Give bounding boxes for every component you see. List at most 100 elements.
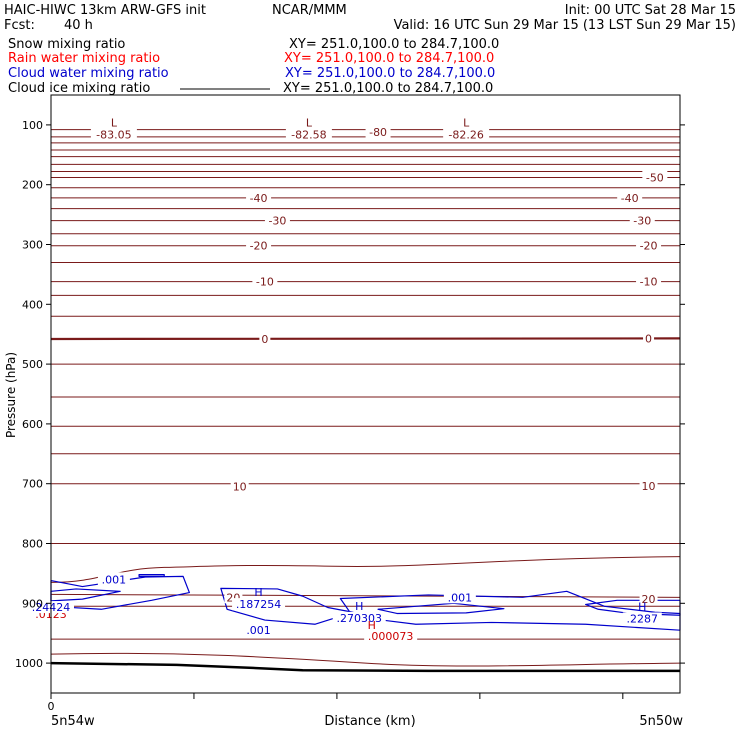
isotherm-line: [50, 170, 681, 173]
y-tick-label: 300: [22, 239, 43, 252]
y-tick-label: 1000: [15, 657, 43, 670]
y-tick-label: 500: [22, 358, 43, 371]
extremum-value: -82.58: [291, 129, 326, 142]
extremum-value-bg: [332, 611, 386, 624]
contour-label-bg: [242, 623, 275, 637]
x-tick-label: 0: [48, 700, 55, 713]
isotherm--40: [50, 197, 681, 199]
isotherm-line: [50, 149, 681, 151]
contour-label: .000073: [368, 630, 414, 643]
extremum-mark: H: [638, 600, 646, 613]
isotherm-line: [50, 163, 681, 166]
contour-label: -40: [250, 192, 268, 205]
field-name-snow: Snow mixing ratio: [8, 37, 125, 52]
contour-label-bg: [443, 590, 476, 604]
extremum-value: .270303: [336, 612, 382, 625]
contour-label: .001: [448, 591, 473, 604]
contour-label: -40: [621, 192, 639, 205]
contour-label: -50: [646, 172, 664, 185]
extremum-mark: H: [368, 619, 376, 632]
fcst-value: 40 h: [64, 18, 93, 33]
contour-label: 0: [261, 333, 268, 346]
contour-label-bg: [364, 629, 418, 643]
y-tick-label: 200: [22, 179, 43, 192]
y-tick-label: 700: [22, 478, 43, 491]
contour-label: 0: [645, 332, 652, 345]
extremum-value-bg: [443, 128, 490, 141]
header: HAIC-HIWC 13km ARW-GFS init NCAR/MMM Ini…: [4, 3, 736, 96]
y-tick-label: 100: [22, 119, 43, 132]
field-name-cloud-ice: Cloud ice mixing ratio: [8, 81, 150, 96]
contour-label-bg: [617, 190, 643, 204]
isotherm-line: [50, 142, 681, 144]
y-tick-label: 800: [22, 538, 43, 551]
field-name-cloud-water: Cloud water mixing ratio: [8, 66, 169, 81]
field-xy-cloud-water: XY= 251.0,100.0 to 284.7,100.0: [285, 66, 495, 81]
model-title: HAIC-HIWC 13km ARW-GFS init: [4, 3, 206, 18]
isotherm--30: [50, 219, 681, 222]
valid-time: Valid: 16 UTC Sun 29 Mar 15 (13 LST Sun …: [394, 18, 736, 33]
isotherm-line: [50, 128, 681, 131]
extremum-mark: L: [306, 117, 313, 130]
contour-label-bg: [230, 479, 249, 493]
isotherm-line: [50, 652, 681, 667]
contour-label: -20: [250, 240, 268, 253]
org-label: NCAR/MMM: [272, 3, 347, 18]
fcst-label: Fcst:: [4, 18, 35, 33]
extremum-value: .187254: [236, 598, 282, 611]
contour-label: -30: [268, 215, 286, 228]
isotherm-line: [50, 396, 681, 398]
isotherm-line: [50, 207, 681, 210]
x-endpoint-left: 5n54w: [51, 714, 95, 729]
contour-label: 10: [233, 481, 247, 494]
extremum-value-bg: [232, 598, 286, 611]
y-tick-label: 400: [22, 298, 43, 311]
isotherm-20: [50, 593, 681, 598]
x-axis-label: Distance (km): [324, 714, 415, 729]
y-axis-label: Pressure (hPa): [4, 352, 18, 438]
field-name-rain: Rain water mixing ratio: [8, 51, 160, 66]
extremum-value-bg: [285, 128, 332, 141]
extremum-mark: L: [111, 117, 118, 130]
extremum-mark: H: [355, 600, 363, 613]
contour-label-bg: [365, 125, 391, 139]
contour-label-bg: [246, 238, 272, 252]
contour-label: -80: [369, 126, 387, 139]
contour-label: -20: [640, 240, 658, 253]
contour-label: .001: [246, 624, 271, 637]
cloud-water-contour: [138, 573, 165, 577]
y-tick-label: 600: [22, 418, 43, 431]
contour-label-bg: [252, 274, 278, 288]
contour-label-bg: [642, 170, 668, 184]
x-endpoint-right: 5n50w: [639, 714, 683, 729]
plot-frame: [50, 94, 681, 694]
contour-label: 10: [642, 480, 656, 493]
extremum-value-bg: [622, 612, 662, 625]
isotherm-line: [50, 605, 681, 608]
contour-label-bg: [639, 479, 658, 493]
field-xy-snow: XY= 251.0,100.0 to 284.7,100.0: [289, 37, 499, 52]
isotherm-line: [50, 556, 681, 583]
contour-label: -30: [633, 215, 651, 228]
extremum-mark: L: [463, 117, 470, 130]
contour-label-bg: [629, 213, 655, 227]
contour-label-bg: [639, 592, 658, 606]
field-xy-rain: XY= 251.0,100.0 to 284.7,100.0: [284, 51, 494, 66]
extremum-value: -82.26: [448, 129, 483, 142]
extremum-value-bg: [90, 128, 137, 141]
extremum-value: .2287: [627, 612, 659, 625]
terrain-line: [50, 661, 680, 673]
isotherm-line: [50, 542, 681, 545]
isotherm-line: [50, 315, 681, 318]
contour-label: 20: [642, 593, 656, 606]
contour-label-bg: [636, 238, 662, 252]
extremum-mark: H: [254, 586, 262, 599]
contour-label: -10: [256, 276, 274, 289]
isotherm--20: [50, 244, 681, 247]
contour-label-bg: [643, 331, 655, 345]
isotherm-line: [50, 294, 681, 297]
init-time: Init: 00 UTC Sat 28 Mar 15: [565, 3, 736, 18]
isotherm-0: [50, 337, 681, 341]
